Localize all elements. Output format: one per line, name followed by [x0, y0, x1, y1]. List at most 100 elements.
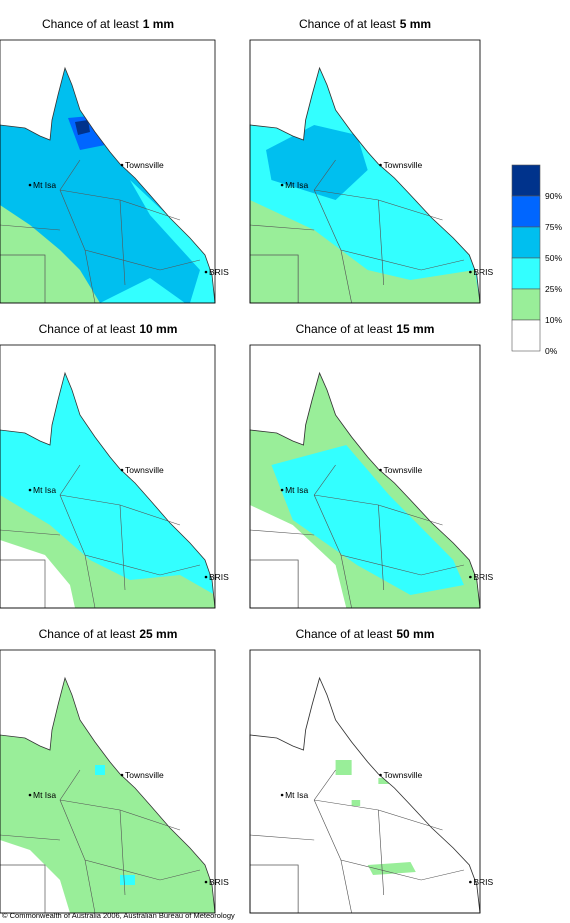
place-label: Townsville: [125, 465, 164, 475]
place-dot: [120, 468, 124, 472]
map: [0, 344, 216, 609]
rain-zone: [250, 200, 480, 303]
map-fill: [0, 373, 215, 608]
panel-frame: [0, 649, 216, 914]
state-border: [0, 864, 46, 913]
map-fill: [0, 68, 215, 303]
legend-swatch: [511, 164, 541, 197]
district-border: [249, 159, 465, 304]
rain-zone: [120, 875, 135, 885]
place-label: BRIS: [473, 267, 493, 277]
place-label: Townsville: [384, 465, 423, 475]
map-fill: [250, 678, 480, 913]
coastline: [249, 66, 481, 304]
place-label: Townsville: [384, 160, 423, 170]
rain-zone: [75, 120, 90, 135]
place-label: Mt Isa: [285, 485, 308, 495]
place-dot: [379, 773, 382, 777]
place-dot: [469, 270, 472, 274]
place-dot: [379, 468, 382, 472]
district-border: [0, 464, 201, 609]
place-label: Mt Isa: [33, 180, 56, 190]
rain-zone: [0, 840, 70, 913]
title-prefix: Chance of at least: [39, 627, 136, 641]
rain-zone: [271, 445, 464, 595]
title-amount: 15 mm: [396, 322, 434, 336]
map: [249, 344, 481, 609]
place-dot: [280, 488, 284, 492]
title-amount: 1 mm: [143, 17, 174, 31]
place-dot: [28, 488, 32, 492]
map-fill: [250, 373, 480, 608]
coastline: [0, 676, 216, 914]
place-label: BRIS: [209, 267, 229, 277]
place-label: BRIS: [209, 572, 229, 582]
place-label: Mt Isa: [33, 485, 56, 495]
panel-title: Chance of at least 1 mm: [42, 17, 174, 31]
rain-zone: [95, 765, 105, 775]
place-dot: [469, 575, 472, 579]
legend-label: 0%: [545, 346, 558, 356]
legend-swatch: [511, 226, 541, 259]
rain-zone: [130, 180, 215, 303]
map: [249, 39, 481, 304]
title-prefix: Chance of at least: [296, 627, 393, 641]
rain-zone: [351, 800, 361, 806]
footer: © Commonwealth of Australia 2006, Austra…: [2, 911, 235, 920]
place-label: Mt Isa: [285, 180, 308, 190]
map-fill: [250, 68, 480, 303]
legend-label: 50%: [545, 253, 562, 263]
land-base: [250, 678, 480, 913]
coastline: [0, 66, 216, 304]
panel-frame: [0, 39, 216, 304]
place-dot: [120, 773, 124, 777]
panel-title: Chance of at least 10 mm: [39, 322, 178, 336]
place-label: BRIS: [473, 877, 493, 887]
rain-zone: [367, 862, 416, 875]
panel-title: Chance of at least 15 mm: [296, 322, 435, 336]
legend-label: 10%: [545, 315, 562, 325]
rain-zone: [0, 540, 75, 608]
legend-swatch: [511, 319, 541, 352]
legend-swatch: [511, 195, 541, 228]
panel-frame: [0, 344, 216, 609]
place-dot: [28, 183, 32, 187]
panel-title: Chance of at least 5 mm: [299, 17, 431, 31]
place-label: BRIS: [209, 877, 229, 887]
place-dot: [379, 163, 382, 167]
place-dot: [204, 880, 208, 884]
place-label: Townsville: [125, 770, 164, 780]
map-fill: [0, 678, 215, 913]
legend-swatch: [511, 288, 541, 321]
title-amount: 5 mm: [400, 17, 431, 31]
map: [0, 39, 216, 304]
title-prefix: Chance of at least: [296, 322, 393, 336]
title-amount: 25 mm: [139, 627, 177, 641]
district-border: [0, 159, 201, 304]
map: [0, 649, 216, 914]
place-label: Townsville: [384, 770, 423, 780]
state-border: [250, 254, 299, 303]
place-label: Mt Isa: [33, 790, 56, 800]
state-border: [250, 559, 299, 608]
district-border: [249, 464, 465, 609]
panel-title: Chance of at least 25 mm: [39, 627, 178, 641]
place-label: Mt Isa: [285, 790, 308, 800]
district-border: [249, 769, 465, 914]
title-prefix: Chance of at least: [39, 322, 136, 336]
title-prefix: Chance of at least: [42, 17, 139, 31]
state-border: [0, 254, 46, 303]
coastline: [249, 676, 481, 914]
place-label: BRIS: [473, 572, 493, 582]
rain-zone: [0, 205, 100, 303]
map: [249, 649, 481, 914]
coastline: [0, 371, 216, 609]
state-border: [0, 559, 46, 608]
panel-frame: [249, 344, 481, 609]
place-dot: [204, 270, 208, 274]
title-prefix: Chance of at least: [299, 17, 396, 31]
state-border: [250, 864, 299, 913]
panel-frame: [249, 649, 481, 914]
place-label: Townsville: [125, 160, 164, 170]
